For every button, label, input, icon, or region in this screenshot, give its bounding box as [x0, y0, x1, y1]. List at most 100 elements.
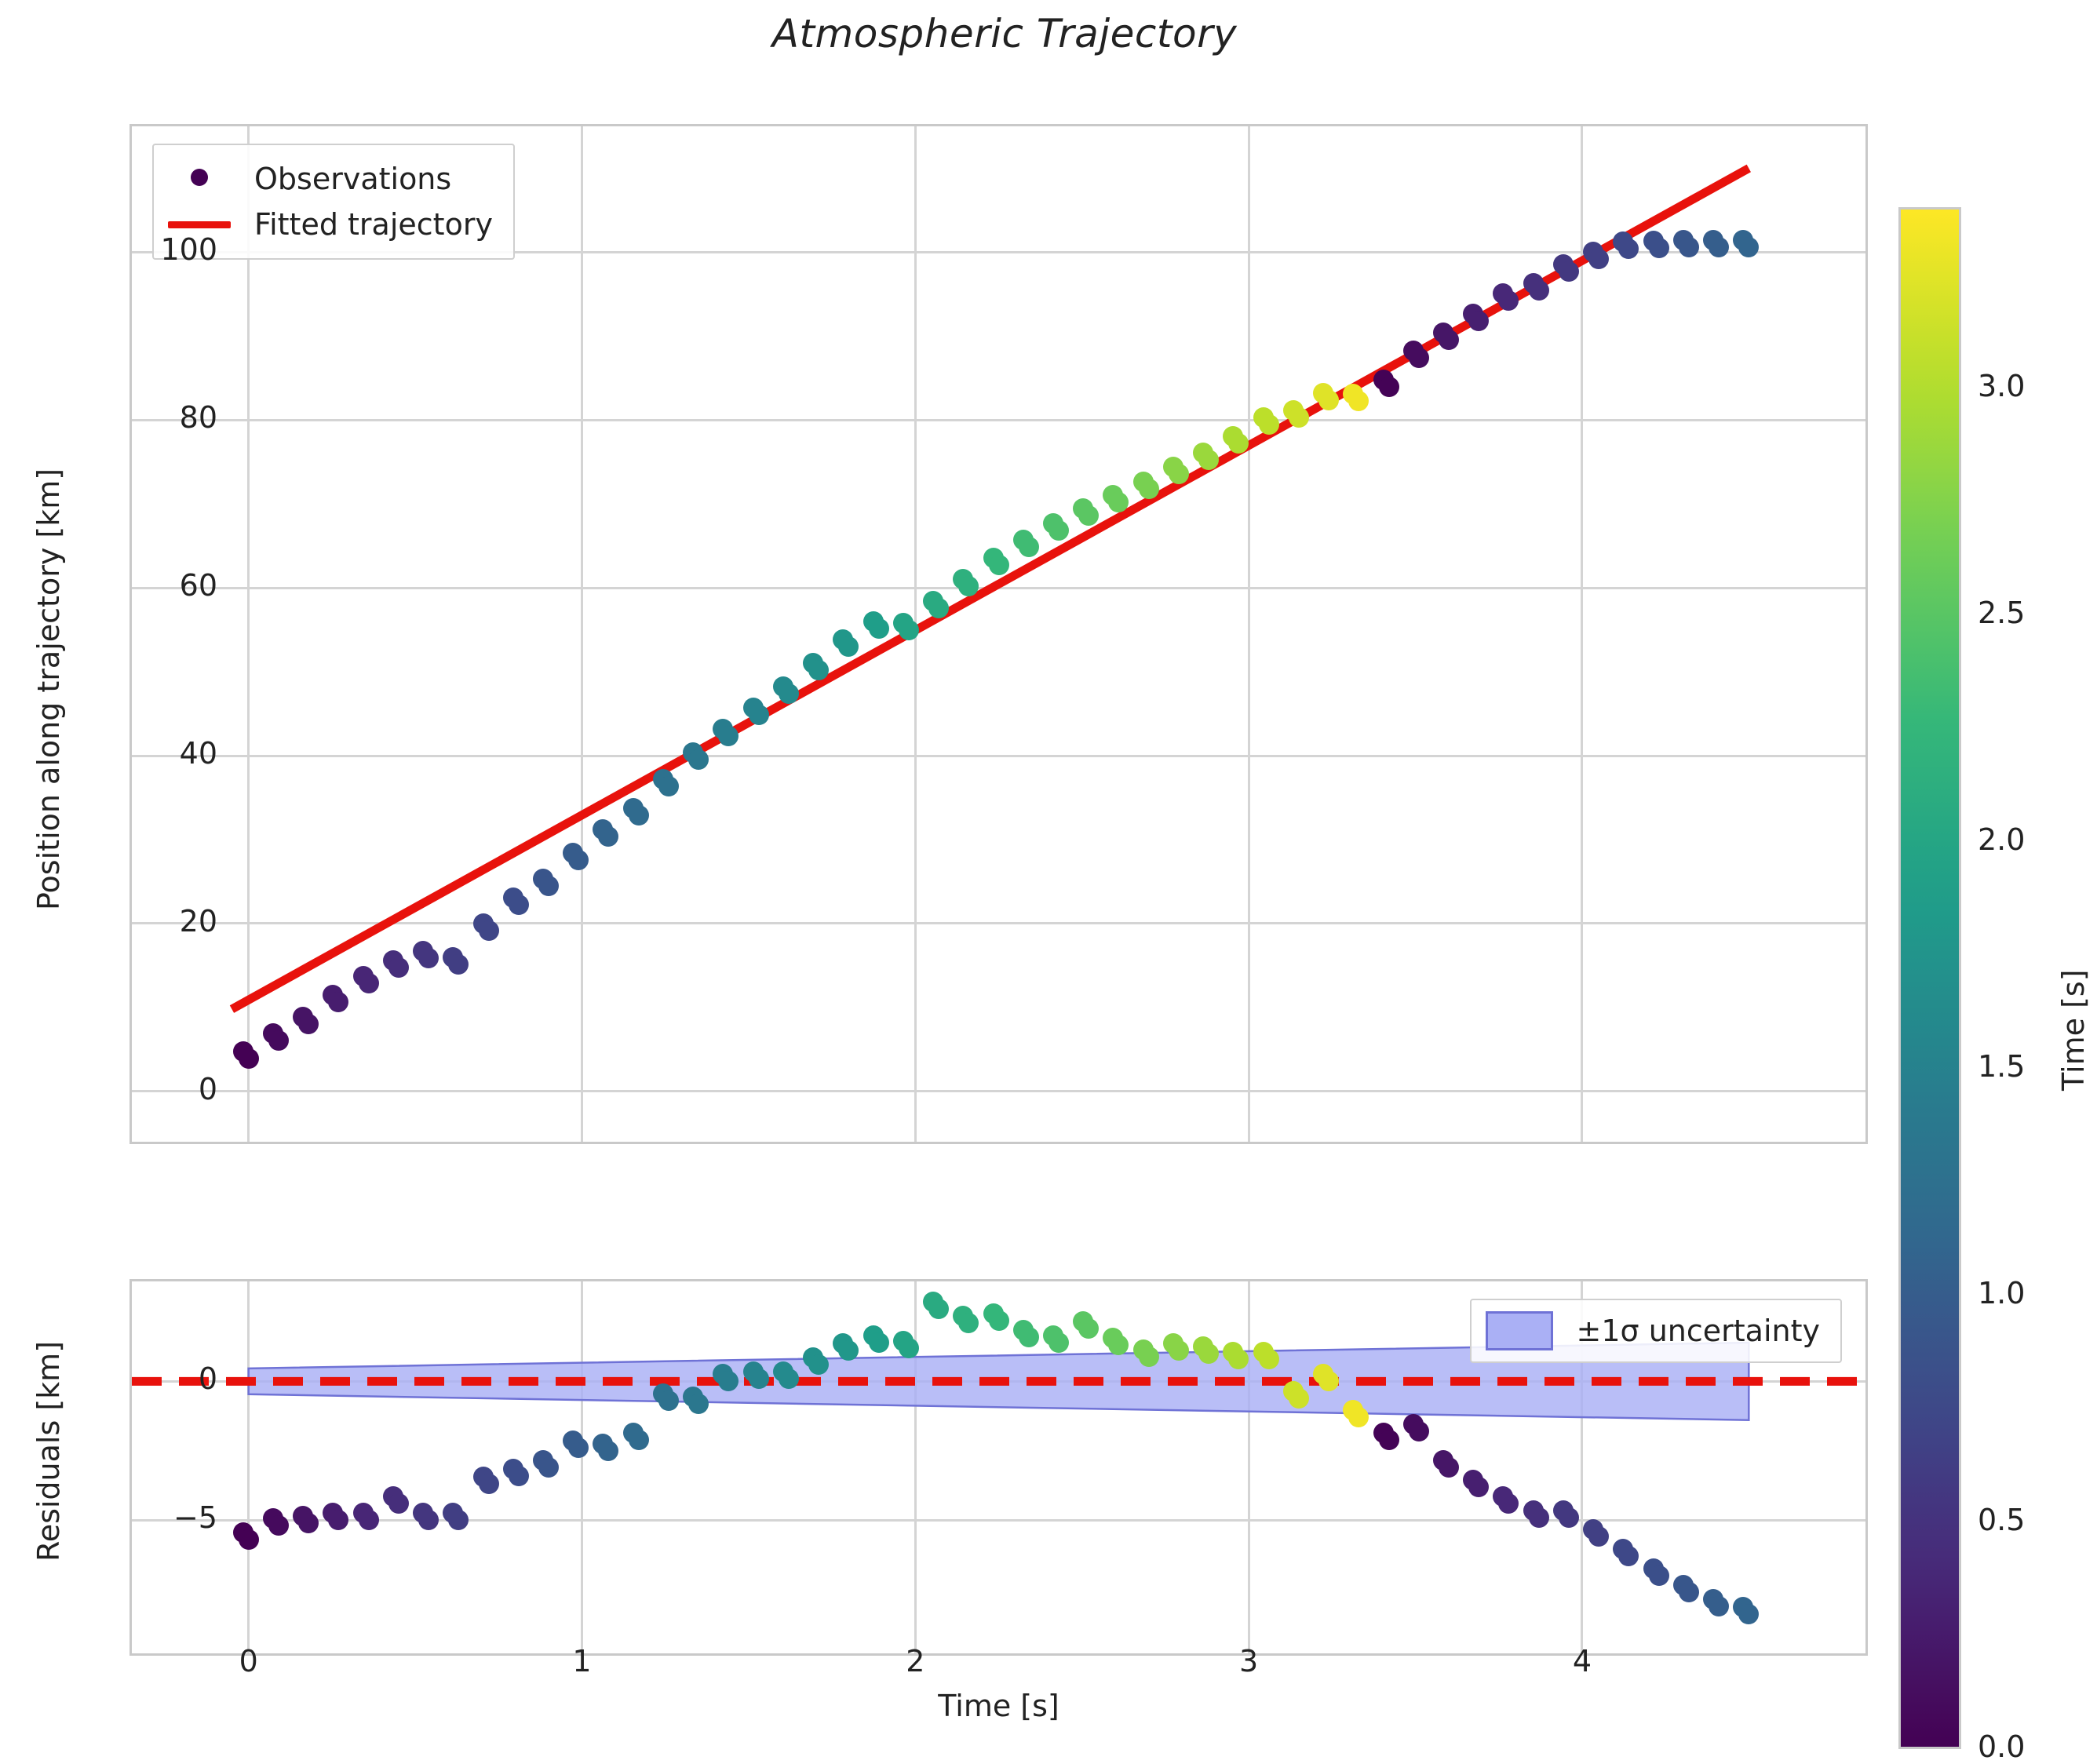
main-plot-canvas: [229, 164, 1751, 1013]
residual-point: [1108, 1335, 1129, 1356]
observation-point: [328, 992, 349, 1013]
residual-point: [1078, 1318, 1100, 1339]
residual-point: [1318, 1371, 1340, 1392]
gridline-vertical: [1247, 126, 1250, 1142]
observation-point: [928, 597, 950, 618]
colorbar-tick-label: 0.0: [1978, 1729, 2026, 1764]
residual-point: [1228, 1349, 1249, 1370]
residual-point: [298, 1512, 319, 1533]
observation-point: [1198, 449, 1220, 470]
residual-point: [778, 1368, 799, 1389]
residual-point: [598, 1440, 619, 1461]
colorbar-tick-label: 0.5: [1978, 1503, 2026, 1538]
gridline-vertical: [247, 1281, 250, 1653]
residual-point: [1018, 1326, 1039, 1347]
residual-point: [1258, 1349, 1279, 1370]
residual-point: [958, 1313, 979, 1334]
residual-point: [508, 1465, 529, 1486]
y-tick-label: −5: [173, 1500, 217, 1536]
observation-point: [1078, 505, 1100, 527]
observation-point: [1378, 376, 1399, 397]
residual-point: [1378, 1429, 1399, 1450]
y-tick-label: 80: [179, 400, 217, 436]
gridline-horizontal: [132, 922, 1865, 925]
observation-point: [448, 954, 469, 975]
residual-point: [838, 1340, 859, 1361]
y-tick-label: 60: [179, 568, 217, 603]
observation-point: [418, 947, 439, 968]
residual-point: [538, 1457, 559, 1478]
observation-point: [808, 659, 830, 680]
residual-point: [1678, 1582, 1699, 1603]
legend-label-observations: Observations: [254, 162, 452, 196]
main-plot-panel: Observations Fitted trajectory: [129, 124, 1868, 1144]
gridline-vertical: [247, 126, 250, 1142]
observation-point: [1738, 236, 1760, 257]
x-axis-label: Time [s]: [938, 1689, 1059, 1723]
y-tick-label: 100: [160, 232, 217, 268]
observation-point: [1138, 478, 1159, 499]
colorbar-tick-label: 2.5: [1978, 596, 2026, 631]
y-tick-label: 20: [179, 903, 217, 938]
residual-point: [928, 1299, 950, 1320]
residuals-legend: ±1σ uncertainty: [1469, 1299, 1842, 1363]
residual-point: [568, 1438, 589, 1459]
observation-point: [1108, 492, 1129, 513]
observation-point: [1318, 389, 1340, 410]
residual-point: [1438, 1457, 1459, 1478]
observation-point: [1258, 414, 1279, 435]
residual-point: [478, 1474, 499, 1495]
colorbar-tick-label: 1.0: [1978, 1276, 2026, 1311]
gridline-vertical: [1247, 1281, 1250, 1653]
colorbar-axis-label: Time [s]: [2056, 969, 2091, 1091]
residual-point: [808, 1354, 830, 1376]
colorbar-tick-label: 1.5: [1978, 1049, 2026, 1084]
residual-point: [1138, 1346, 1159, 1367]
residual-point: [1558, 1507, 1579, 1528]
residuals-plot-panel: ±1σ uncertainty: [129, 1279, 1868, 1656]
observation-point: [298, 1014, 319, 1035]
observation-point: [1228, 433, 1249, 454]
observation-point: [1648, 238, 1669, 259]
observation-point: [238, 1048, 259, 1070]
residual-point: [388, 1492, 409, 1514]
observation-point: [988, 555, 1009, 576]
gridline-vertical: [1581, 126, 1584, 1142]
residual-point: [1528, 1507, 1549, 1528]
page-title: Atmospheric Trajectory: [771, 11, 1238, 56]
observation-point: [688, 749, 709, 771]
residual-point: [1468, 1476, 1490, 1497]
legend-entry-uncertainty: ±1σ uncertainty: [1485, 1308, 1820, 1354]
gridline-horizontal: [132, 1518, 1865, 1522]
residual-point: [748, 1368, 769, 1389]
residuals-plot-canvas: [132, 1341, 1865, 1421]
residual-point: [688, 1393, 709, 1414]
observation-point: [1498, 290, 1519, 312]
observation-point: [1709, 236, 1730, 257]
y-tick-label: 0: [198, 1361, 217, 1397]
colorbar: [1898, 207, 1961, 1749]
residual-point: [268, 1515, 289, 1536]
residual-point: [1168, 1340, 1189, 1361]
gridline-vertical: [914, 1281, 917, 1653]
fitted-trajectory-line: [229, 164, 1751, 1013]
legend-label-uncertainty: ±1σ uncertainty: [1576, 1314, 1820, 1348]
legend-label-fitted: Fitted trajectory: [254, 207, 493, 242]
residual-point: [1198, 1343, 1220, 1364]
residual-point: [328, 1510, 349, 1531]
observation-point: [358, 972, 379, 993]
observation-point: [1018, 536, 1039, 557]
observation-point: [1348, 390, 1369, 411]
observation-point: [508, 895, 529, 916]
residual-point: [1648, 1565, 1669, 1586]
observation-point: [1558, 261, 1579, 282]
observations-marker-icon: [168, 169, 231, 189]
observation-point: [1408, 348, 1429, 369]
legend-entry-fitted: Fitted trajectory: [168, 202, 493, 247]
observation-point: [1528, 279, 1549, 301]
x-tick-label: 4: [1572, 1644, 1592, 1678]
gridline-horizontal: [132, 250, 1865, 253]
gridline-vertical: [580, 126, 583, 1142]
gridline-horizontal: [132, 1090, 1865, 1093]
